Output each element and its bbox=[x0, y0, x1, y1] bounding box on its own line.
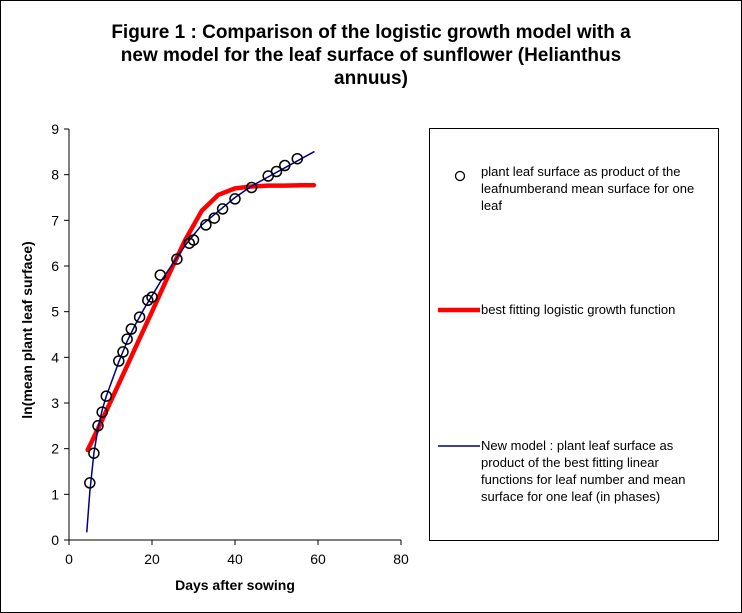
data-point bbox=[84, 477, 96, 489]
data-point bbox=[200, 219, 212, 231]
data-point bbox=[187, 234, 200, 246]
data-point bbox=[291, 152, 304, 165]
chart-title: Figure 1 : Comparison of the logistic gr… bbox=[61, 21, 681, 90]
data-point bbox=[100, 390, 113, 402]
chart-title-line-3: annuus) bbox=[334, 68, 408, 89]
y-tick-label: 1 bbox=[51, 486, 59, 502]
y-tick-label: 4 bbox=[51, 349, 59, 365]
open-circle-marker-icon bbox=[454, 170, 466, 182]
data-point bbox=[125, 323, 138, 335]
x-tick-label: 0 bbox=[65, 551, 73, 567]
red-line-swatch-icon bbox=[438, 307, 480, 313]
data-point bbox=[279, 159, 291, 172]
data-point bbox=[245, 181, 258, 194]
x-axis-label: Days after sowing bbox=[175, 577, 295, 593]
data-point bbox=[88, 447, 100, 459]
data-point bbox=[154, 269, 167, 281]
y-axis-label: ln(mean plant leaf surface) bbox=[19, 241, 35, 419]
data-point bbox=[92, 420, 104, 432]
data-point bbox=[113, 355, 125, 367]
navy-line-swatch-icon bbox=[438, 445, 480, 447]
x-tick-label: 20 bbox=[144, 551, 160, 567]
y-tick-label: 3 bbox=[51, 395, 59, 411]
data-point bbox=[208, 212, 221, 224]
data-point bbox=[270, 165, 283, 178]
y-tick-label: 5 bbox=[51, 304, 59, 320]
chart-title-line-2: new model for the leaf surface of sunflo… bbox=[120, 45, 622, 66]
chart-title-line-1: Figure 1 : Comparison of the logistic gr… bbox=[111, 22, 631, 43]
legend-label-observed: plant leaf surface as product of the lea… bbox=[481, 164, 695, 213]
logistic-growth-line bbox=[85, 182, 317, 453]
y-tick-label: 0 bbox=[51, 532, 59, 548]
data-point bbox=[133, 311, 146, 323]
x-tick-label: 80 bbox=[393, 551, 409, 567]
data-point bbox=[146, 291, 158, 303]
data-point bbox=[171, 253, 183, 265]
data-point bbox=[121, 333, 133, 345]
data-point bbox=[117, 346, 129, 358]
y-tick-label: 6 bbox=[51, 258, 59, 274]
legend-label-logistic: best fitting logistic growth function bbox=[481, 302, 676, 317]
new-model-line bbox=[86, 151, 315, 533]
data-point bbox=[229, 193, 241, 205]
y-tick-label: 2 bbox=[51, 441, 59, 457]
y-tick-label: 8 bbox=[51, 167, 59, 183]
legend: plant leaf surface as product of the lea… bbox=[429, 128, 719, 541]
y-tick-label: 9 bbox=[51, 121, 59, 137]
data-point bbox=[216, 203, 229, 215]
x-tick-label: 60 bbox=[310, 551, 326, 567]
data-point bbox=[96, 406, 108, 418]
legend-label-new-model: New model : plant leaf surface as produc… bbox=[481, 438, 686, 504]
x-tick-label: 40 bbox=[227, 551, 243, 567]
y-tick-label: 7 bbox=[51, 212, 59, 228]
